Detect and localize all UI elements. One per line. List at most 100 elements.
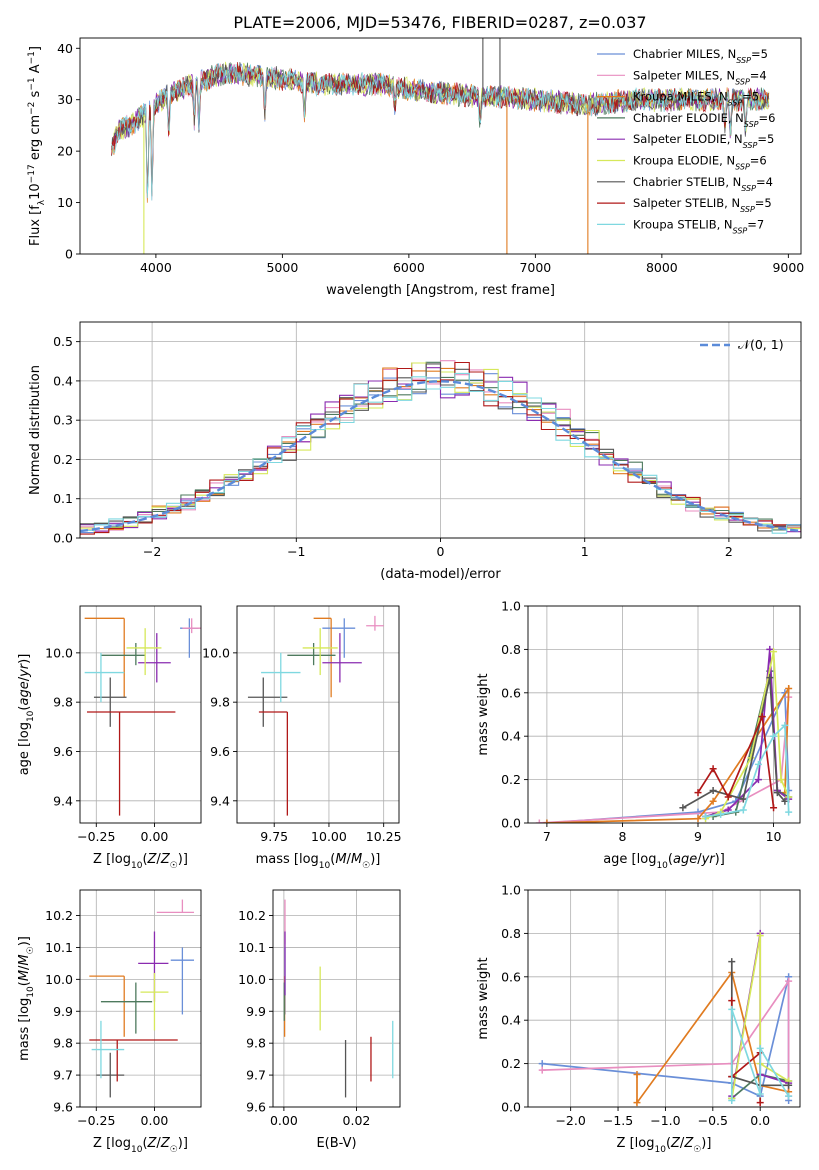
mass-weight-vs-age-xtick-label-2: 9 — [694, 829, 702, 844]
age-vs-metallicity-frame — [79, 605, 202, 824]
mass-weight-vs-age-xtick-label-0: 7 — [543, 829, 551, 844]
mass-weight-vs-metallicity-point-3-1 — [633, 1070, 641, 1078]
legend-label-6: Kroupa ELODIE, NSSP=6 — [633, 154, 767, 172]
age-vs-metallicity-panel: −0.25 0.00 9.4 9.6 9.8 10.0 Z [log10(Z/Z☉)] age… — [17, 605, 202, 871]
spectrum-ylabel: Flux [fλ10−17 erg cm−2 s−1 A−1] — [27, 46, 47, 246]
mass-weight-vs-metallicity-frame — [527, 889, 801, 1108]
spectrum-xtick-label-4: 8000 — [646, 260, 678, 275]
mass-vs-ebv-xtick-label-0: 0.00 — [270, 1113, 298, 1128]
age-vs-metallicity-xtick-label-0: −0.25 — [77, 829, 115, 844]
mass-weight-vs-age-point-9-2 — [717, 810, 725, 818]
legend-label-2: Salpeter MILES, NSSP=4 — [633, 68, 767, 86]
age-vs-metallicity-xlabel: Z [log10(Z/Z☉)] — [93, 852, 188, 871]
mass-weight-vs-age-point-9-6 — [781, 721, 789, 729]
mass-weight-vs-age-ytick-label-3: 0.6 — [501, 685, 521, 700]
mass-weight-vs-age-point-6-3 — [747, 754, 755, 762]
legend-label-7: Chabrier STELIB, NSSP=4 — [633, 175, 773, 193]
mass-vs-metallicity-ytick-label-0: 9.6 — [53, 1100, 73, 1115]
residual-histogram-xtick-label-1: −1 — [287, 544, 305, 559]
residual-histogram-ytick-label-3: 0.3 — [53, 413, 73, 428]
histogram-legend-label: 𝒩(0, 1) — [738, 337, 784, 352]
mass-weight-vs-age-ylabel: mass weight — [476, 673, 491, 755]
age-vs-mass-plot-area — [247, 615, 384, 816]
age-vs-metallicity-ytick-label-2: 9.8 — [53, 695, 73, 710]
mass-weight-vs-age-point-3-4 — [785, 684, 793, 692]
residual-histogram-xlabel: (data-model)/error — [380, 567, 501, 582]
mass-weight-vs-age-frame — [527, 605, 801, 824]
mass-vs-ebv-plot-area — [283, 899, 394, 1098]
mass-weight-vs-metallicity-panel: −2.0 −1.5 −1.0 −0.5 0.0 0.0 0.2 0.4 0.6 0.8 1.0 Z [… — [476, 883, 801, 1155]
mass-weight-vs-age-point-1-2 — [694, 808, 702, 816]
residual-histogram-xtick-label-4: 2 — [725, 544, 733, 559]
residual-histogram-ytick-label-2: 0.2 — [53, 452, 73, 467]
residual-histogram-xtick-label-2: 0 — [437, 544, 445, 559]
age-vs-mass-panel: 9.75 10.00 10.25 9.4 9.6 9.8 10.0 mass [log10(M… — [202, 605, 402, 871]
mass-weight-vs-metallicity-ylabel: mass weight — [476, 957, 491, 1039]
mass-vs-metallicity-plot-area — [89, 899, 195, 1098]
mass-weight-vs-metallicity-point-9-4 — [756, 1044, 764, 1052]
mass-weight-vs-age-point-6-5 — [777, 776, 785, 784]
mass-vs-metallicity-ytick-label-4: 10.0 — [45, 972, 73, 987]
spectrum-xtick-label-1: 5000 — [266, 260, 298, 275]
mass-weight-vs-metallicity-xlabel: Z [log10(Z/Z☉)] — [617, 1136, 712, 1155]
mass-weight-vs-metallicity-ytick-label-2: 0.4 — [501, 1013, 521, 1028]
mass-vs-ebv-ytick-label-6: 10.2 — [238, 908, 266, 923]
residual-histogram-xtick-label-0: −2 — [143, 544, 161, 559]
mass-weight-vs-age-point-7-4 — [766, 674, 774, 682]
mass-weight-vs-age-ytick-label-1: 0.2 — [501, 772, 521, 787]
figure-title: PLATE=2006, MJD=53476, FIBERID=0287, z=0… — [233, 13, 646, 32]
mass-weight-vs-age-point-7-5 — [773, 789, 781, 797]
spectrum-ytick-label-4: 40 — [57, 41, 73, 56]
mass-weight-vs-age-point-7-2 — [709, 786, 717, 794]
spectrum-legend: Chabrier MILES, NSSP=5 Salpeter MILES, NS… — [597, 47, 775, 235]
mass-weight-vs-metallicity-point-8-4 — [756, 1099, 764, 1107]
mass-vs-ebv-ytick-label-0: 9.6 — [246, 1100, 266, 1115]
mass-weight-vs-metallicity-point-2-3 — [785, 977, 793, 985]
spectrum-line-8 — [111, 62, 770, 197]
age-vs-mass-ytick-label-3: 10.0 — [202, 645, 230, 660]
age-vs-mass-ytick-label-2: 9.8 — [210, 695, 230, 710]
age-vs-mass-ytick-label-1: 9.6 — [210, 744, 230, 759]
mass-weight-vs-metallicity-point-7-4 — [785, 1081, 793, 1089]
residual-histogram-ytick-label-5: 0.5 — [53, 334, 73, 349]
mass-weight-vs-metallicity-point-2-1 — [538, 1066, 546, 1074]
mass-weight-vs-age-panel: 7 8 9 10 0.0 0.2 0.4 0.6 0.8 1.0 age [log10(age/yr… — [476, 599, 801, 871]
mass-weight-vs-metallicity-ytick-label-5: 1.0 — [501, 883, 521, 898]
mass-weight-vs-metallicity-xtick-label-2: −1.0 — [650, 1113, 680, 1128]
mass-weight-vs-age-point-8-1 — [694, 789, 702, 797]
mass-vs-ebv-ytick-label-5: 10.1 — [238, 940, 266, 955]
age-vs-mass-frame — [236, 605, 400, 824]
mass-vs-metallicity-ylabel: mass [log10(M/M☉)] — [17, 936, 36, 1061]
legend-label-1: Chabrier MILES, NSSP=5 — [633, 47, 768, 65]
spectrum-frame — [79, 37, 802, 255]
mass-vs-metallicity-ytick-label-6: 10.2 — [45, 908, 73, 923]
mass-weight-vs-age-point-9-5 — [770, 732, 778, 740]
spectrum-xtick-label-5: 9000 — [772, 260, 804, 275]
mass-weight-vs-metallicity-point-8-1 — [728, 997, 736, 1005]
age-vs-metallicity-ylabel: age [log10(age/yr)] — [17, 654, 36, 776]
residual-histogram-xtick-label-3: 1 — [581, 544, 589, 559]
mass-weight-vs-metallicity-ytick-label-3: 0.6 — [501, 969, 521, 984]
mass-weight-vs-metallicity-xtick-label-3: −0.5 — [698, 1113, 728, 1128]
mass-vs-metallicity-xtick-label-0: −0.25 — [77, 1113, 115, 1128]
spectrum-ytick-label-0: 0 — [65, 247, 73, 262]
mass-weight-vs-age-point-5-4 — [766, 645, 774, 653]
mass-weight-vs-age-point-9-1 — [702, 812, 710, 820]
mass-vs-ebv-ytick-label-4: 10.0 — [238, 972, 266, 987]
mass-weight-vs-metallicity-ytick-label-1: 0.2 — [501, 1056, 521, 1071]
mass-weight-vs-metallicity-point-6-2 — [756, 932, 764, 940]
age-vs-mass-xtick-label-2: 10.25 — [366, 829, 402, 844]
mass-weight-vs-metallicity-point-7-1 — [728, 958, 736, 966]
mass-weight-vs-age-ytick-label-2: 0.4 — [501, 729, 521, 744]
mass-weight-vs-metallicity-point-9-3 — [756, 1090, 764, 1098]
mass-vs-ebv-ytick-label-3: 9.9 — [246, 1004, 266, 1019]
mass-weight-vs-metallicity-xtick-label-0: −2.0 — [555, 1113, 585, 1128]
mass-weight-vs-age-plot-area — [535, 645, 793, 823]
spectrum-ytick-label-1: 10 — [57, 195, 73, 210]
histogram-series-9 — [80, 372, 801, 534]
spectrum-line-4 — [111, 61, 770, 197]
mass-weight-vs-age-point-8-4 — [758, 713, 766, 721]
spectrum-xtick-label-0: 4000 — [140, 260, 172, 275]
mass-vs-ebv-ytick-label-1: 9.7 — [246, 1068, 266, 1083]
age-vs-metallicity-plot-area — [84, 617, 201, 816]
